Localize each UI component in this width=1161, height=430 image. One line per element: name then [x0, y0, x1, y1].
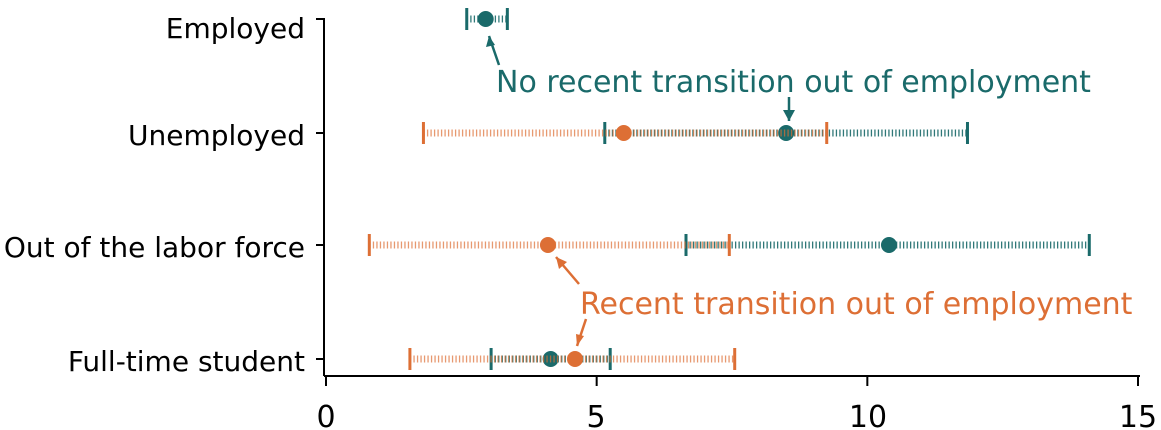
annotation-arrowhead-recent-2	[576, 334, 584, 346]
series-0-employed-point	[477, 11, 494, 27]
series-1-out-of-the-labor-force-point	[539, 237, 556, 253]
annotation-arrowhead-recent-1	[556, 257, 567, 269]
category-label-full-time-student: Full-time student	[68, 345, 305, 378]
x-tick-label-15: 15	[1119, 400, 1157, 430]
axes-layer	[316, 18, 1140, 386]
annotation-recent-transition: Recent transition out of employment	[580, 287, 1133, 322]
annotation-layer: No recent transition out of employment R…	[486, 35, 1133, 347]
series-0-out-of-the-labor-force-point	[880, 237, 897, 253]
category-label-out-of-the-labor-force: Out of the labor force	[4, 231, 305, 264]
series-1-full-time-student-point	[567, 351, 584, 367]
series-layer	[367, 8, 1091, 370]
series-0-unemployed-point	[778, 125, 795, 141]
series-1-unemployed-point	[615, 125, 632, 141]
category-labels: Employed Unemployed Out of the labor for…	[4, 12, 305, 378]
x-tick-label-0: 0	[316, 400, 335, 430]
x-tick-label-10: 10	[849, 400, 887, 430]
x-tick-labels: 0 5 10 15	[316, 400, 1157, 430]
x-tick-label-5: 5	[586, 400, 605, 430]
category-label-unemployed: Unemployed	[128, 119, 305, 152]
annotation-arrowhead-no-recent-1	[486, 36, 495, 47]
annotation-arrowhead-no-recent-2	[783, 110, 795, 121]
annotation-no-recent-transition: No recent transition out of employment	[496, 65, 1091, 100]
category-label-employed: Employed	[166, 12, 305, 45]
